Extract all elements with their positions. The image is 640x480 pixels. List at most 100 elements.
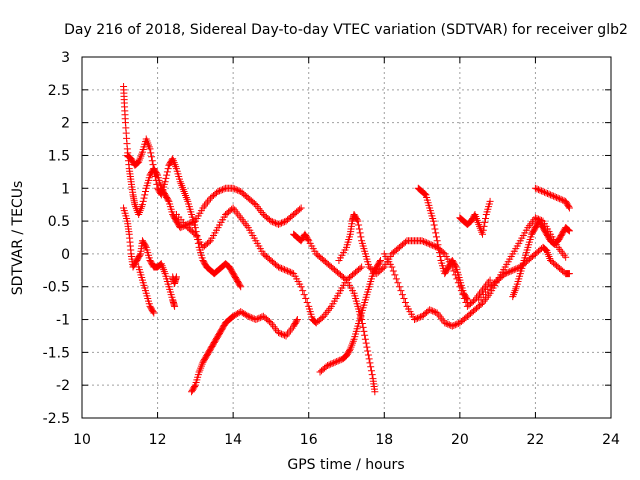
data-point: [424, 239, 432, 247]
data-point: [148, 153, 156, 161]
data-point: [279, 265, 287, 273]
series-track-16: [475, 243, 573, 304]
data-point: [398, 291, 406, 299]
data-point: [550, 192, 558, 200]
data-point: [427, 241, 435, 249]
x-tick-label: 20: [451, 432, 469, 448]
data-point: [297, 283, 305, 291]
data-point: [415, 314, 423, 322]
data-point: [426, 240, 434, 248]
x-tick-label: 10: [73, 432, 91, 448]
data-point: [450, 321, 458, 329]
data-point: [300, 291, 308, 299]
data-point: [191, 382, 199, 390]
data-point: [401, 298, 409, 306]
data-point: [531, 184, 539, 192]
data-point: [510, 266, 518, 274]
data-point: [565, 227, 573, 235]
series-track-2: [123, 135, 245, 291]
data-point: [250, 199, 258, 207]
data-point: [304, 235, 312, 243]
data-point: [219, 186, 227, 194]
data-point: [285, 268, 293, 276]
series-track-13: [456, 197, 494, 238]
series-track-4: [135, 263, 158, 317]
data-point: [276, 220, 284, 228]
data-point: [153, 180, 161, 188]
data-point: [297, 204, 305, 212]
data-point: [365, 355, 373, 363]
data-point: [442, 319, 450, 327]
data-point: [420, 237, 428, 245]
data-point: [362, 339, 370, 347]
y-tick-label: 2.5: [48, 83, 70, 99]
data-point: [394, 279, 402, 287]
data-point: [278, 330, 286, 338]
data-point: [533, 185, 541, 193]
data-point: [367, 363, 375, 371]
data-point: [435, 249, 443, 257]
data-point: [388, 263, 396, 271]
data-point: [486, 197, 494, 205]
data-point: [271, 219, 279, 227]
chart-title: Day 216 of 2018, Sidereal Day-to-day VTE…: [64, 22, 628, 38]
data-point: [278, 264, 286, 272]
data-point: [397, 287, 405, 295]
data-point: [276, 264, 284, 272]
data-point: [392, 275, 400, 283]
data-point: [162, 174, 170, 182]
data-point: [178, 223, 186, 231]
data-point: [376, 258, 384, 266]
data-point: [303, 298, 311, 306]
data-point: [507, 267, 515, 275]
data-point: [395, 283, 403, 291]
y-tick-label: 0: [61, 247, 70, 263]
data-point: [281, 331, 289, 339]
series-track-1: [120, 83, 305, 232]
data-point: [141, 188, 149, 196]
data-point: [246, 313, 254, 321]
data-point: [444, 320, 452, 328]
data-point: [469, 297, 477, 305]
data-point: [377, 256, 385, 264]
data-point: [217, 186, 225, 194]
data-point: [430, 242, 438, 250]
series-track-6: [188, 308, 301, 396]
data-point: [363, 343, 371, 351]
data-point: [539, 188, 547, 196]
data-point: [146, 145, 154, 153]
data-point: [400, 295, 408, 303]
data-point: [163, 171, 171, 179]
data-point: [268, 218, 276, 226]
data-point: [411, 316, 419, 324]
data-point: [401, 238, 409, 246]
data-point: [140, 194, 148, 202]
data-point: [318, 314, 326, 322]
data-point: [450, 267, 458, 275]
y-tick-label: -0.5: [43, 280, 70, 296]
data-point: [479, 230, 487, 238]
series-track-15: [531, 184, 573, 212]
data-point: [557, 195, 565, 203]
data-point: [229, 184, 237, 192]
data-point: [141, 191, 149, 199]
data-point: [504, 268, 512, 276]
data-point: [436, 253, 444, 261]
data-point: [486, 276, 494, 284]
data-point: [420, 190, 428, 198]
data-point: [463, 295, 471, 303]
data-point: [346, 346, 354, 354]
data-point: [429, 307, 437, 315]
data-point: [190, 229, 198, 237]
data-point: [341, 275, 349, 283]
data-point: [163, 168, 171, 176]
data-point: [477, 300, 485, 308]
data-point: [537, 187, 545, 195]
data-point: [279, 331, 287, 339]
data-point: [150, 165, 158, 173]
data-point: [554, 194, 562, 202]
data-point: [565, 204, 573, 212]
data-point: [545, 190, 553, 198]
data-point: [274, 263, 282, 271]
